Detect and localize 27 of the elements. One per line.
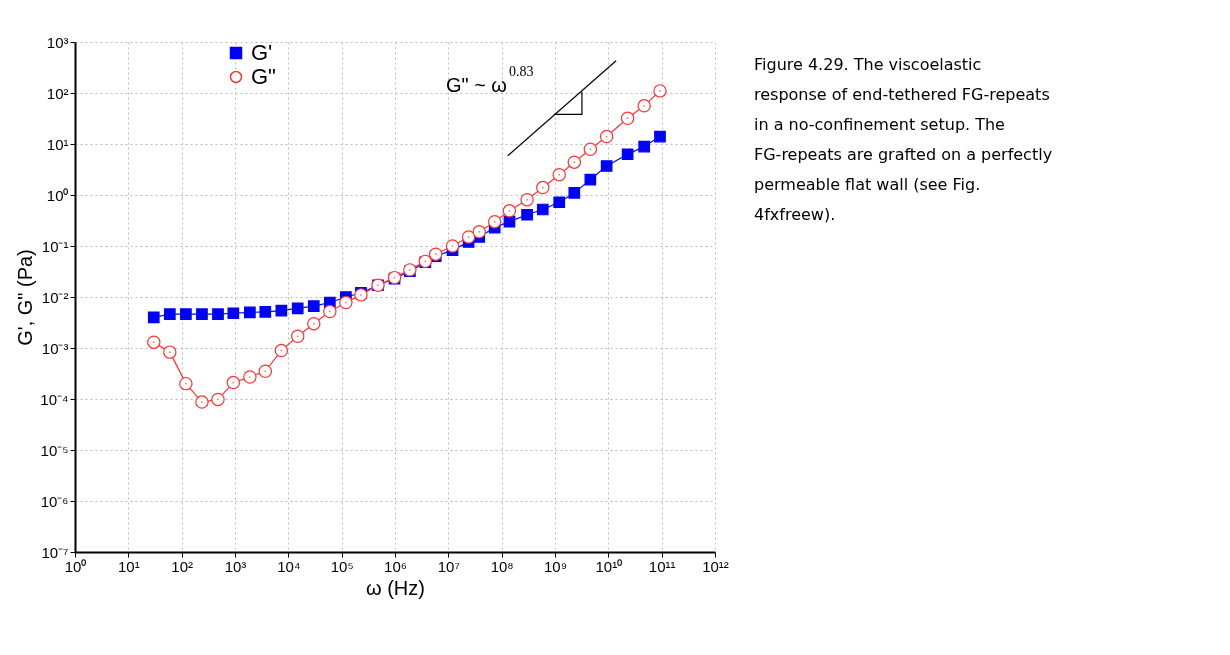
x-tick-label: 10¹⁰ bbox=[595, 557, 623, 575]
x-tick-label: 10⁸ bbox=[490, 557, 514, 575]
y-tick-label: 10⁻⁴ bbox=[40, 390, 69, 408]
y-tick-label: 10⁻¹ bbox=[41, 237, 69, 255]
x-tick-label: 10⁵ bbox=[330, 557, 354, 575]
y-tick-label: 10⁻³ bbox=[41, 339, 69, 357]
x-tick-label: 10³ bbox=[224, 557, 247, 575]
x-tick-label: 10⁷ bbox=[437, 557, 460, 575]
caption: Figure 4.29. The viscoelastic response of end-tethered FG-repeats in a no-confinement setup. The FG-repeats are grafted on a perfectly permeable flat wall (see Fig. 4fxfreew). bbox=[754, 55, 1053, 224]
x-tick-label: 10⁹ bbox=[543, 557, 568, 575]
y-axis-title: G', G" (Pa) bbox=[14, 249, 37, 346]
y-tick-label: 10⁻⁶ bbox=[40, 492, 69, 510]
legend-label: G' bbox=[251, 40, 273, 65]
x-tick-label: 10⁴ bbox=[277, 557, 301, 575]
x-tick-label: 10¹ bbox=[117, 557, 140, 575]
y-tick-label: 10⁻⁵ bbox=[40, 441, 69, 459]
y-tick-label: 10² bbox=[46, 84, 69, 102]
y-tick-label: 10⁰ bbox=[46, 186, 69, 204]
x-tick-label: 10⁶ bbox=[384, 557, 407, 575]
y-tick-label: 10⁻² bbox=[41, 288, 69, 306]
y-tick-label: 10¹ bbox=[46, 135, 69, 153]
x-tick-label: 10¹¹ bbox=[648, 557, 676, 575]
y-tick-label: 10³ bbox=[46, 33, 69, 51]
legend-label: G" bbox=[251, 64, 276, 89]
x-tick-label: 10² bbox=[171, 557, 194, 575]
x-axis-title: ω (Hz) bbox=[366, 576, 425, 599]
x-tick-label: 10¹² bbox=[702, 557, 729, 575]
